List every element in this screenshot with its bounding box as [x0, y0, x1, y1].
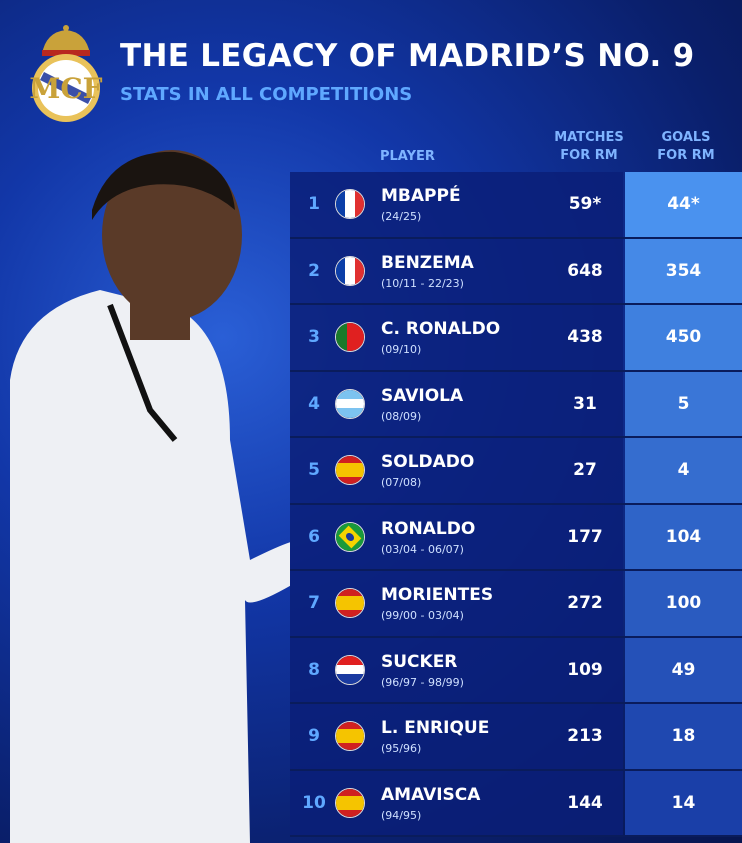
- page-subtitle: STATS IN ALL COMPETITIONS: [120, 84, 413, 105]
- matches-value: 59*: [568, 194, 602, 215]
- goals-value: 44*: [667, 194, 700, 215]
- rank: 7: [308, 593, 320, 614]
- goals-cell-background: [625, 172, 742, 237]
- goals-cell-background: [625, 238, 742, 303]
- rank: 8: [308, 659, 320, 680]
- column-header-goals: GOALS FOR RM: [645, 129, 727, 165]
- goals-cell-background: [625, 704, 742, 769]
- rank: 3: [308, 327, 320, 348]
- matches-value: 177: [567, 526, 603, 547]
- player-name: RONALDO: [381, 518, 476, 539]
- table-row: 6 RONALDO (03/04 - 06/07) 177 104: [290, 504, 742, 571]
- player-photo: [10, 150, 290, 843]
- spain-flag-icon: [335, 787, 365, 818]
- player-years: (95/96): [381, 742, 422, 755]
- page-title: THE LEGACY OF MADRID’S NO. 9: [120, 38, 695, 74]
- rank: 5: [308, 460, 320, 481]
- croatia-flag-icon: [335, 654, 365, 685]
- spain-flag-icon: [335, 455, 365, 486]
- player-years: (96/97 - 98/99): [381, 675, 464, 689]
- spain-flag-icon: [335, 588, 365, 619]
- table-row: 2 BENZEMA (10/11 - 22/23) 648 354: [290, 238, 742, 305]
- player-years: (03/04 - 06/07): [381, 542, 464, 556]
- france-flag-icon: [335, 189, 365, 220]
- matches-value: 213: [567, 726, 603, 747]
- player-name: MBAPPÉ: [381, 186, 461, 206]
- table-row: 5 SOLDADO (07/08) 27 4: [290, 438, 742, 505]
- player-name: L. ENRIQUE: [381, 718, 490, 738]
- rank: 4: [308, 393, 320, 414]
- brazil-flag-icon: [335, 521, 365, 552]
- goals-value: 5: [677, 393, 690, 414]
- goals-value: 104: [665, 526, 702, 547]
- table-row: 8 SUCKER (96/97 - 98/99) 109 49: [290, 637, 742, 704]
- goals-value: 18: [671, 726, 696, 747]
- goals-cell-background: [625, 504, 742, 569]
- goals-value: 14: [671, 792, 696, 813]
- player-years: (24/25): [381, 210, 422, 223]
- goals-cell-background: [625, 371, 742, 436]
- matches-value: 27: [573, 460, 597, 481]
- goals-cell-background: [625, 305, 742, 370]
- table-row: 1 MBAPPÉ (24/25) 59* 44*: [290, 172, 742, 239]
- player-name: SOLDADO: [381, 452, 475, 472]
- player-name: C. RONALDO: [381, 319, 501, 339]
- column-header-player: PLAYER: [380, 149, 435, 164]
- rank: 2: [308, 260, 320, 281]
- player-years: (10/11 - 22/23): [381, 276, 464, 290]
- matches-value: 438: [567, 327, 603, 348]
- goals-cell-background: [625, 438, 742, 503]
- header-line: FOR RM: [560, 148, 618, 163]
- player-years: (08/09): [381, 409, 422, 423]
- goals-value: 100: [665, 593, 702, 614]
- svg-text:MCF: MCF: [29, 72, 102, 105]
- rank: 6: [308, 526, 320, 547]
- goals-cell-background: [625, 637, 742, 702]
- matches-value: 144: [567, 792, 603, 813]
- real-madrid-crest-logo: MCF: [29, 25, 103, 122]
- player-name: SUCKER: [381, 651, 458, 672]
- player-years: (09/10): [381, 343, 422, 356]
- header-line: GOALS: [661, 130, 711, 145]
- player-name: BENZEMA: [381, 252, 474, 273]
- matches-value: 31: [573, 393, 597, 414]
- table-row: 4 SAVIOLA (08/09) 31 5: [290, 371, 742, 438]
- stats-table: 1 MBAPPÉ (24/25) 59* 44* 2 BENZEMA (10/1…: [290, 172, 742, 837]
- goals-value: 450: [665, 327, 702, 348]
- matches-value: 272: [567, 593, 603, 614]
- goals-cell-background: [625, 571, 742, 636]
- argentina-flag-icon: [335, 388, 365, 419]
- player-name: MORIENTES: [381, 585, 494, 605]
- rank: 9: [308, 726, 320, 747]
- column-header-matches: MATCHES FOR RM: [548, 129, 630, 165]
- matches-value: 648: [567, 260, 603, 281]
- table-row: 7 MORIENTES (99/00 - 03/04) 272 100: [290, 571, 742, 638]
- header-line: FOR RM: [657, 148, 715, 163]
- matches-value: 109: [567, 659, 603, 680]
- table-row: 3 C. RONALDO (09/10) 438 450: [290, 305, 742, 372]
- goals-cell-background: [625, 770, 742, 835]
- rank: 10: [302, 792, 326, 813]
- portugal-flag-icon: [335, 322, 365, 353]
- player-years: (07/08): [381, 476, 422, 489]
- france-flag-icon: [335, 255, 365, 286]
- player-name: AMAVISCA: [381, 784, 481, 805]
- rank: 1: [308, 194, 320, 215]
- table-row: 9 L. ENRIQUE (95/96) 213 18: [290, 704, 742, 771]
- goals-value: 4: [677, 460, 690, 481]
- goals-value: 354: [665, 260, 702, 281]
- player-years: (99/00 - 03/04): [381, 609, 464, 622]
- goals-value: 49: [671, 659, 696, 680]
- spain-flag-icon: [335, 721, 365, 752]
- header-line: MATCHES: [554, 130, 624, 145]
- table-row: 10 AMAVISCA (94/95) 144 14: [290, 770, 742, 837]
- player-name: SAVIOLA: [381, 385, 464, 406]
- player-years: (94/95): [381, 808, 422, 822]
